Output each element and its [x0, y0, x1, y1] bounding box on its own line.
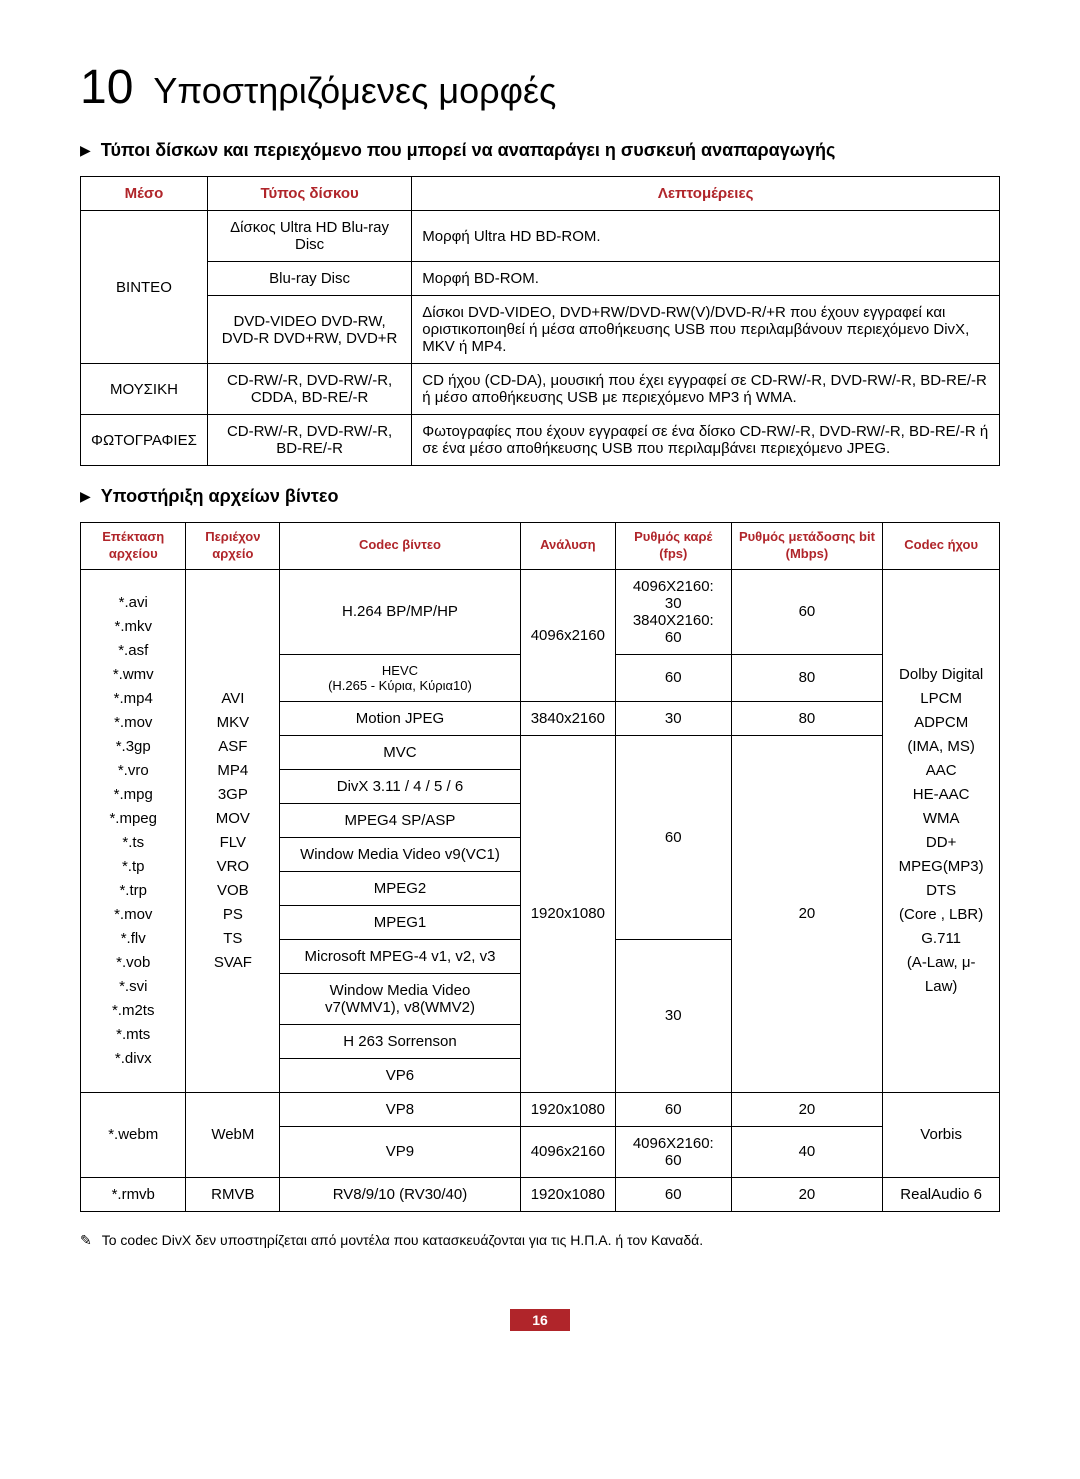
cell-container: RMVB — [186, 1177, 280, 1211]
cell-detail: Μορφή Ultra HD BD-ROM. — [412, 211, 1000, 262]
cell-acodec: Dolby Digital LPCM ADPCM (IMA, MS) AAC H… — [883, 569, 1000, 1092]
footnote: ✎ Το codec DivX δεν υποστηρίζεται από μο… — [80, 1232, 1000, 1249]
cell-bit: 80 — [731, 701, 883, 735]
section-title: Τύποι δίσκων και περιεχόμενο που μπορεί … — [101, 140, 836, 161]
col-ext: Επέκταση αρχείου — [81, 523, 186, 570]
cell-type: DVD-VIDEO DVD-RW, DVD-R DVD+RW, DVD+R — [207, 296, 411, 364]
cell-codec: VP6 — [280, 1058, 520, 1092]
cell-ext: *.rmvb — [81, 1177, 186, 1211]
cell-codec: DivX 3.11 / 4 / 5 / 6 — [280, 769, 520, 803]
cell-fps: 4096X2160: 60 — [615, 1126, 731, 1177]
section-title: Υποστήριξη αρχείων βίντεο — [101, 486, 339, 507]
cell-ext: *.avi *.mkv *.asf *.wmv *.mp4 *.mov *.3g… — [81, 569, 186, 1092]
cell-res: 3840x2160 — [520, 701, 615, 735]
cell-bit: 20 — [731, 1177, 883, 1211]
cell-res: 1920x1080 — [520, 1092, 615, 1126]
section-heading-2: ▶ Υποστήριξη αρχείων βίντεο — [80, 486, 1000, 507]
cell-fps: 60 — [615, 1177, 731, 1211]
cell-type: Blu-ray Disc — [207, 262, 411, 296]
cell-container: AVI MKV ASF MP4 3GP MOV FLV VRO VOB PS T… — [186, 569, 280, 1092]
cell-codec: RV8/9/10 (RV30/40) — [280, 1177, 520, 1211]
video-support-table: Επέκταση αρχείου Περιέχον αρχείο Codec β… — [80, 522, 1000, 1212]
cell-type: CD-RW/-R, DVD-RW/-R, CDDA, BD-RE/-R — [207, 364, 411, 415]
cell-fps: 30 — [615, 939, 731, 1092]
cell-type: CD-RW/-R, DVD-RW/-R, BD-RE/-R — [207, 415, 411, 466]
cell-codec: MPEG1 — [280, 905, 520, 939]
cell-codec: MPEG2 — [280, 871, 520, 905]
section-heading-1: ▶ Τύποι δίσκων και περιεχόμενο που μπορε… — [80, 140, 1000, 161]
col-container: Περιέχον αρχείο — [186, 523, 280, 570]
cell-detail: Δίσκοι DVD-VIDEO, DVD+RW/DVD-RW(V)/DVD-R… — [412, 296, 1000, 364]
cell-media: ΦΩΤΟΓΡΑΦΙΕΣ — [81, 415, 208, 466]
cell-res: 1920x1080 — [520, 1177, 615, 1211]
cell-media: ΒΙΝΤΕΟ — [81, 211, 208, 364]
cell-codec: MVC — [280, 735, 520, 769]
cell-type: Δίσκος Ultra HD Blu-ray Disc — [207, 211, 411, 262]
cell-fps: 4096X2160: 30 3840X2160: 60 — [615, 569, 731, 654]
cell-bit: 20 — [731, 1092, 883, 1126]
cell-detail: Φωτογραφίες που έχουν εγγραφεί σε ένα δί… — [412, 415, 1000, 466]
cell-codec: H 263 Sorrenson — [280, 1024, 520, 1058]
cell-codec: H.264 BP/MP/HP — [280, 569, 520, 654]
col-type: Τύπος δίσκου — [207, 177, 411, 211]
cell-codec: Window Media Video v9(VC1) — [280, 837, 520, 871]
cell-detail: Μορφή BD-ROM. — [412, 262, 1000, 296]
triangle-icon: ▶ — [80, 142, 91, 159]
note-text: Το codec DivX δεν υποστηρίζεται από μοντ… — [102, 1232, 703, 1249]
cell-acodec: Vorbis — [883, 1092, 1000, 1177]
cell-codec: Motion JPEG — [280, 701, 520, 735]
col-fps: Ρυθμός καρέ (fps) — [615, 523, 731, 570]
cell-codec: VP9 — [280, 1126, 520, 1177]
cell-codec: MPEG4 SP/ASP — [280, 803, 520, 837]
disc-types-table: Μέσο Τύπος δίσκου Λεπτομέρειες ΒΙΝΤΕΟ Δί… — [80, 176, 1000, 466]
col-acodec: Codec ήχου — [883, 523, 1000, 570]
page-number: 16 — [510, 1309, 570, 1331]
cell-res: 4096x2160 — [520, 1126, 615, 1177]
cell-fps: 60 — [615, 735, 731, 939]
cell-fps: 60 — [615, 654, 731, 701]
cell-acodec: RealAudio 6 — [883, 1177, 1000, 1211]
cell-res: 1920x1080 — [520, 735, 615, 1092]
cell-bit: 60 — [731, 569, 883, 654]
cell-ext: *.webm — [81, 1092, 186, 1177]
cell-media: ΜΟΥΣΙΚΗ — [81, 364, 208, 415]
cell-res: 4096x2160 — [520, 569, 615, 701]
chapter-heading: 10 Υποστηριζόμενες μορφές — [80, 60, 1000, 115]
cell-fps: 30 — [615, 701, 731, 735]
col-res: Ανάλυση — [520, 523, 615, 570]
cell-codec: HEVC (H.265 - Κύρια, Κύρια10) — [280, 654, 520, 701]
cell-container: WebM — [186, 1092, 280, 1177]
chapter-number: 10 — [80, 60, 133, 115]
cell-bit: 40 — [731, 1126, 883, 1177]
cell-bit: 20 — [731, 735, 883, 1092]
note-icon: ✎ — [80, 1232, 92, 1249]
cell-fps: 60 — [615, 1092, 731, 1126]
cell-detail: CD ήχου (CD-DA), μουσική που έχει εγγραφ… — [412, 364, 1000, 415]
col-media: Μέσο — [81, 177, 208, 211]
col-bitrate: Ρυθμός μετάδοσης bit (Mbps) — [731, 523, 883, 570]
cell-bit: 80 — [731, 654, 883, 701]
cell-codec: VP8 — [280, 1092, 520, 1126]
cell-codec: Microsoft MPEG-4 v1, v2, v3 — [280, 939, 520, 973]
triangle-icon: ▶ — [80, 488, 91, 505]
chapter-title: Υποστηριζόμενες μορφές — [153, 70, 556, 112]
col-vcodec: Codec βίντεο — [280, 523, 520, 570]
cell-codec: Window Media Video v7(WMV1), v8(WMV2) — [280, 973, 520, 1024]
col-details: Λεπτομέρειες — [412, 177, 1000, 211]
